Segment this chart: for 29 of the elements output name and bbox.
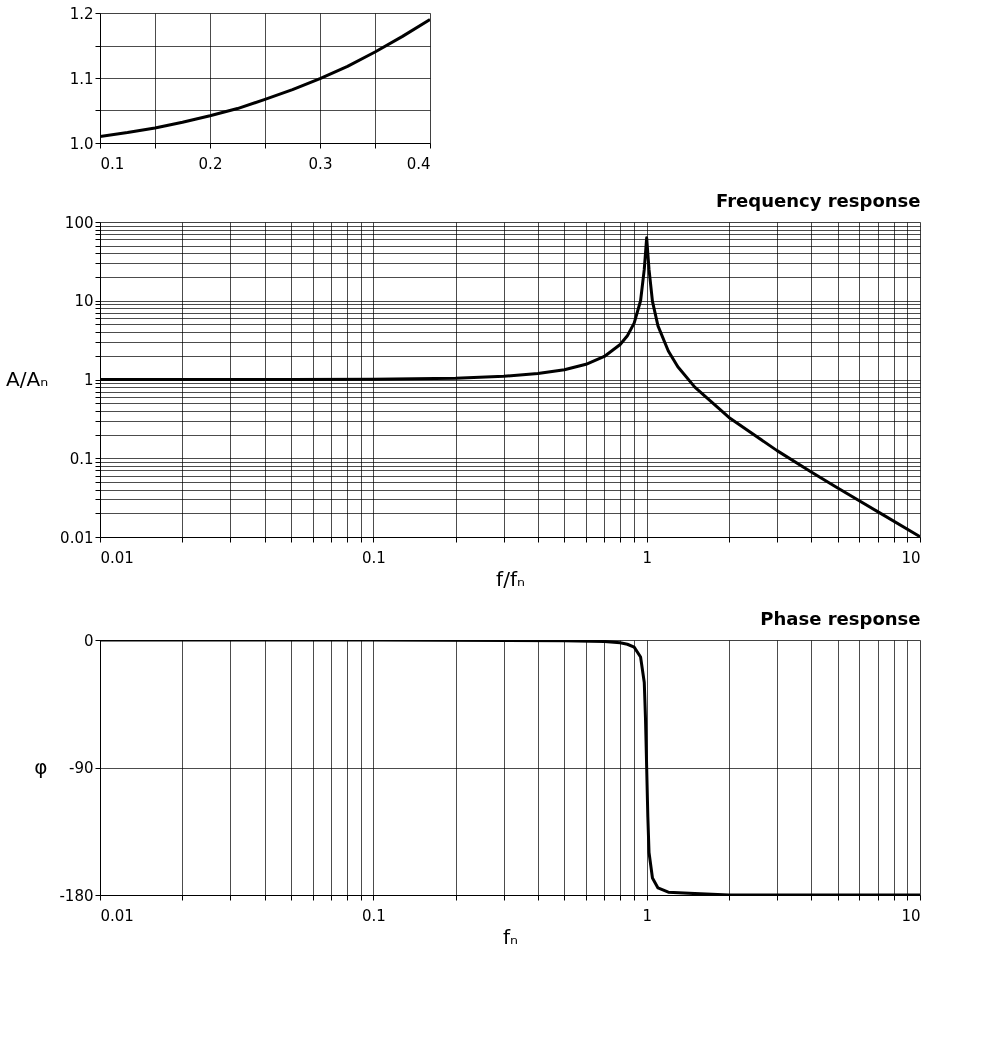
x-tick-label: 10 (901, 548, 921, 567)
y-axis-title: φ (34, 755, 48, 779)
chart-title: Phase response (760, 608, 921, 629)
x-tick-label: 0.4 (406, 154, 431, 173)
y-tick-label: 0.1 (69, 449, 94, 468)
chart-title: Frequency response (716, 190, 921, 211)
y-tick-label: 100 (64, 213, 94, 232)
y-tick-label: 1.1 (69, 69, 94, 88)
y-tick-label: 10 (74, 292, 94, 311)
x-tick-label: 0.01 (100, 906, 134, 925)
y-tick-label: -180 (59, 886, 94, 905)
y-tick-label: 0 (83, 631, 94, 650)
x-axis-title: f/fₙ (496, 566, 525, 591)
x-tick-label: 1 (642, 906, 652, 925)
x-tick-label: 1 (642, 548, 652, 567)
x-tick-label: 0.3 (308, 154, 333, 173)
y-tick-label: 1 (83, 371, 94, 389)
y-tick-label: 1.2 (69, 4, 94, 23)
x-axis-title: fₙ (502, 924, 519, 949)
y-axis-title: A/Aₙ (6, 367, 49, 391)
x-tick-label: 0.1 (100, 154, 125, 173)
y-tick-label: -90 (69, 759, 94, 777)
x-tick-label: 0.1 (361, 548, 386, 567)
x-tick-label: 10 (901, 906, 921, 925)
x-tick-label: 0.01 (100, 548, 134, 567)
x-tick-label: 0.1 (361, 906, 386, 925)
x-tick-label: 0.2 (198, 154, 223, 173)
y-tick-label: 0.01 (60, 528, 94, 547)
y-tick-label: 1.0 (69, 134, 94, 153)
